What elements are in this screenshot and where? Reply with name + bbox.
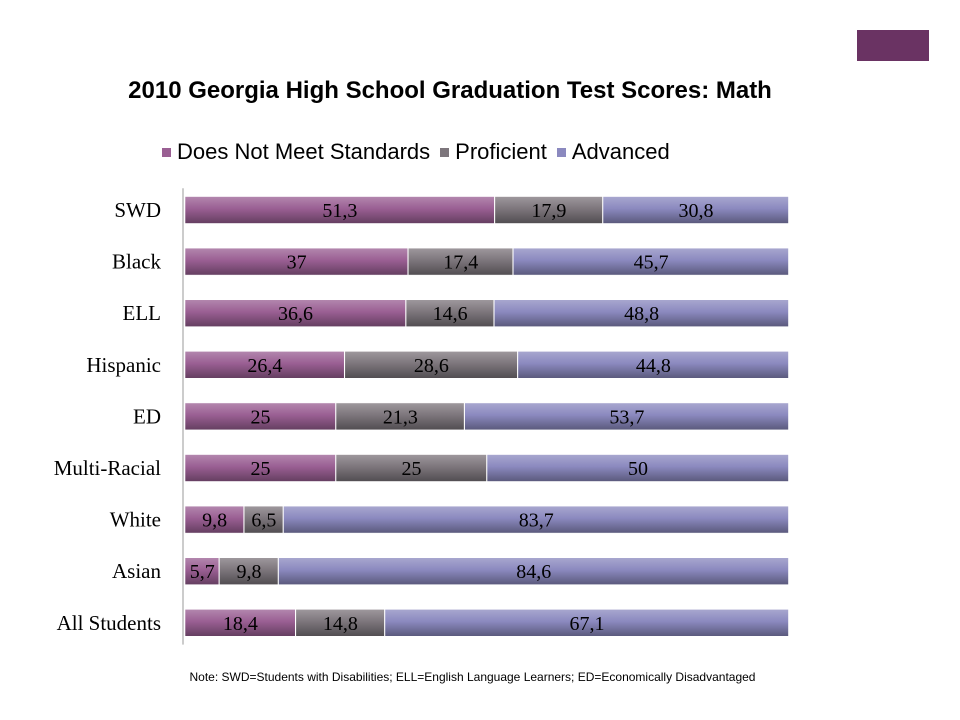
bar-segment bbox=[493, 299, 789, 327]
category-label: White bbox=[110, 508, 161, 532]
category-label: Hispanic bbox=[86, 353, 161, 377]
stacked-bar-chart: SWD 51,3 17,9 30,8 Black 37 17,4 45,7 ELL 36,6 14,… bbox=[54, 188, 789, 645]
data-label: 25 bbox=[402, 458, 422, 480]
bar-segment bbox=[517, 351, 789, 379]
legend-item-advanced: Advanced bbox=[556, 139, 670, 165]
legend-label: Does Not Meet Standards bbox=[177, 139, 431, 164]
category-label: Multi-Racial bbox=[54, 456, 161, 480]
bar-segment bbox=[184, 608, 296, 637]
corner-accent-shape bbox=[857, 30, 929, 61]
chart-legend: Does Not Meet Standards Proficient Advan… bbox=[162, 139, 680, 165]
chart-title: 2010 Georgia High School Graduation Test… bbox=[128, 77, 772, 104]
legend-swatch bbox=[440, 147, 450, 157]
data-label: 18,4 bbox=[223, 613, 258, 635]
bar-segment bbox=[494, 196, 603, 224]
bar-segment bbox=[384, 608, 789, 637]
bar-segment bbox=[344, 351, 518, 379]
bar-segment bbox=[243, 505, 284, 534]
data-label: 84,6 bbox=[516, 561, 551, 583]
bar-segment bbox=[184, 557, 220, 586]
bar-segment bbox=[184, 505, 244, 534]
legend-item-proficient: Proficient bbox=[440, 139, 547, 165]
bar-segment bbox=[464, 402, 789, 431]
bar-segment bbox=[602, 196, 789, 224]
bar-segment bbox=[184, 299, 406, 327]
data-label: 51,3 bbox=[322, 200, 357, 222]
data-label: 26,4 bbox=[247, 355, 282, 377]
data-label: 6,5 bbox=[251, 510, 276, 532]
data-label: 5,7 bbox=[190, 561, 215, 583]
data-label: 36,6 bbox=[278, 303, 313, 325]
category-label: Black bbox=[112, 250, 161, 274]
bar-segment bbox=[512, 247, 789, 276]
data-label: 25 bbox=[251, 458, 271, 480]
bar-segment bbox=[486, 454, 789, 482]
bar-segment bbox=[184, 351, 345, 379]
bar-segment bbox=[295, 608, 385, 637]
legend-label: Proficient bbox=[455, 139, 547, 164]
bar-segment bbox=[184, 196, 495, 224]
category-label: SWD bbox=[114, 198, 161, 222]
legend-swatch bbox=[162, 147, 171, 157]
bar-segment bbox=[335, 454, 487, 482]
bar-segment bbox=[405, 299, 495, 327]
data-label: 25 bbox=[251, 406, 271, 428]
data-label: 9,8 bbox=[202, 510, 227, 532]
data-label: 50 bbox=[628, 458, 648, 480]
category-label: All Students bbox=[57, 611, 161, 635]
data-label: 44,8 bbox=[636, 355, 671, 377]
data-label: 53,7 bbox=[609, 406, 644, 428]
data-label: 48,8 bbox=[624, 303, 659, 325]
data-label: 14,8 bbox=[323, 613, 358, 635]
footnote: Note: SWD=Students with Disabilities; EL… bbox=[189, 670, 756, 684]
bar-segment bbox=[219, 557, 279, 586]
bar-segment bbox=[184, 247, 409, 276]
legend-item-does-not-meet: Does Not Meet Standards bbox=[162, 139, 430, 165]
data-label: 28,6 bbox=[414, 355, 449, 377]
corner-accent bbox=[857, 30, 929, 61]
bar-segment bbox=[335, 402, 465, 431]
data-label: 9,8 bbox=[236, 561, 261, 583]
bar-segment bbox=[278, 557, 789, 586]
data-label: 14,6 bbox=[433, 303, 468, 325]
data-label: 30,8 bbox=[678, 200, 713, 222]
legend-swatch bbox=[556, 147, 566, 157]
data-label: 45,7 bbox=[634, 252, 669, 274]
category-label: Asian bbox=[112, 559, 161, 583]
data-label: 17,9 bbox=[531, 200, 566, 222]
legend-label: Advanced bbox=[571, 139, 670, 164]
data-label: 37 bbox=[287, 252, 307, 274]
bar-segment bbox=[184, 454, 336, 482]
data-label: 67,1 bbox=[569, 613, 604, 635]
data-label: 17,4 bbox=[443, 252, 478, 274]
category-label: ELL bbox=[123, 301, 161, 325]
bar-segment bbox=[283, 505, 789, 534]
data-label: 83,7 bbox=[519, 510, 554, 532]
bar-segment bbox=[407, 247, 514, 276]
data-label: 21,3 bbox=[383, 406, 418, 428]
bar-segment bbox=[184, 402, 336, 431]
category-label: ED bbox=[133, 404, 161, 428]
